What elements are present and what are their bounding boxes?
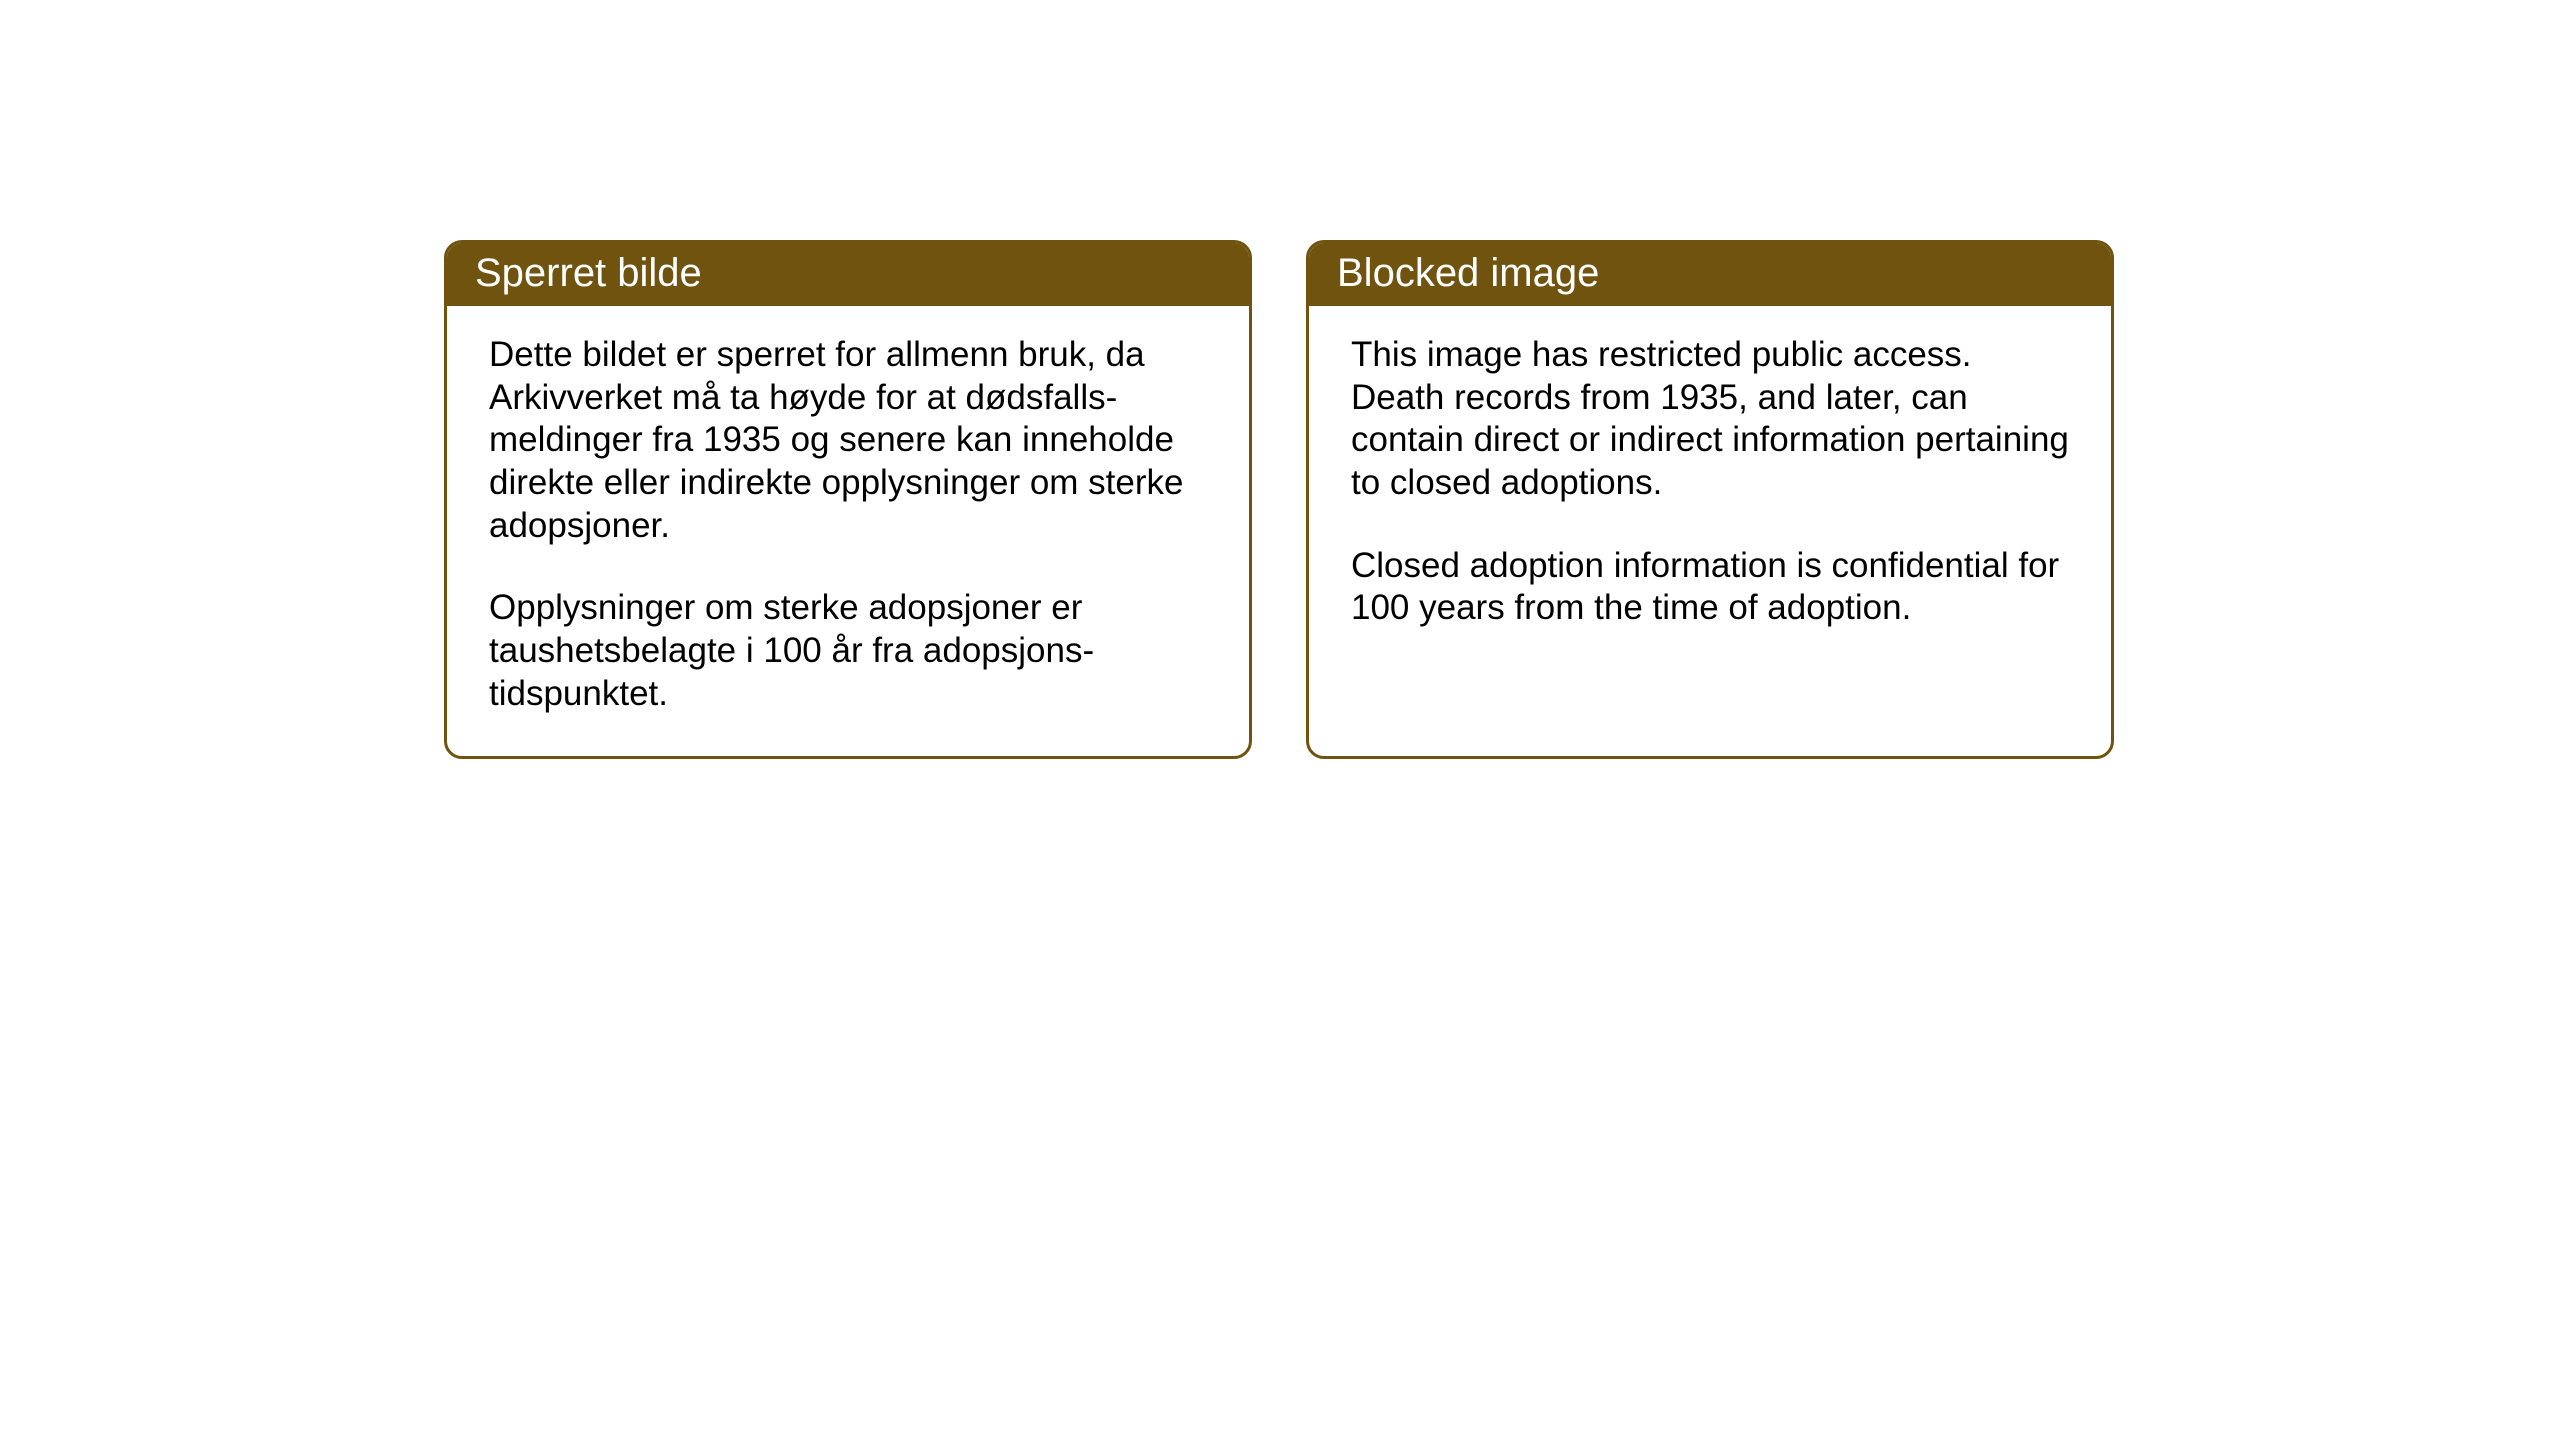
english-paragraph-1: This image has restricted public access.… [1351, 334, 2069, 505]
english-notice-card: Blocked image This image has restricted … [1306, 240, 2114, 759]
norwegian-paragraph-1: Dette bildet er sperret for allmenn bruk… [489, 334, 1207, 547]
norwegian-notice-card: Sperret bilde Dette bildet er sperret fo… [444, 240, 1252, 759]
norwegian-paragraph-2: Opplysninger om sterke adopsjoner er tau… [489, 587, 1207, 715]
english-card-body: This image has restricted public access.… [1309, 306, 2111, 746]
norwegian-card-title: Sperret bilde [447, 243, 1249, 306]
notice-container: Sperret bilde Dette bildet er sperret fo… [444, 240, 2114, 759]
english-card-title: Blocked image [1309, 243, 2111, 306]
english-paragraph-2: Closed adoption information is confident… [1351, 545, 2069, 630]
norwegian-card-body: Dette bildet er sperret for allmenn bruk… [447, 306, 1249, 756]
